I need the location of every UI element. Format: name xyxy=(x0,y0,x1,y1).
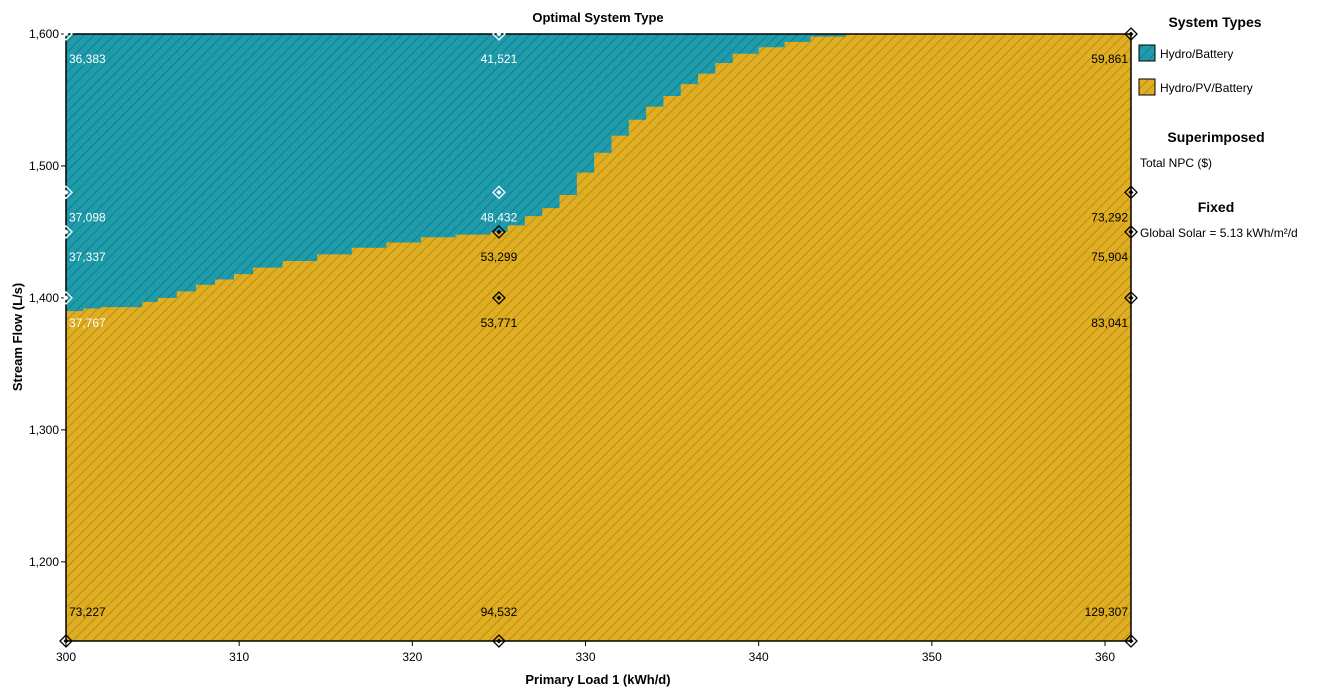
sensitivity-point-center xyxy=(496,229,502,235)
npc-value-label: 37,337 xyxy=(69,250,106,264)
y-tick-label: 1,300 xyxy=(29,423,59,437)
npc-value-label: 53,299 xyxy=(481,250,518,264)
legend-fixed-value: Global Solar = 5.13 kWh/m²/d xyxy=(1140,226,1298,240)
y-axis-title: Stream Flow (L/s) xyxy=(10,283,25,391)
x-axis: 300 310 320 330 340 350 360 xyxy=(56,641,1115,664)
sensitivity-points: 36,383 41,521 59,861 37,098 48,432 73,292 37,3… xyxy=(59,27,1138,648)
y-tick-label: 1,600 xyxy=(29,27,59,41)
sensitivity-point-center xyxy=(1128,31,1134,37)
legend-label-hydro-pv-battery: Hydro/PV/Battery xyxy=(1160,81,1253,95)
x-tick-label: 320 xyxy=(402,650,422,664)
sensitivity-point-center xyxy=(1128,295,1134,301)
x-tick-label: 310 xyxy=(229,650,249,664)
y-tick-label: 1,500 xyxy=(29,159,59,173)
npc-value-label: 59,861 xyxy=(1091,52,1128,66)
npc-value-label: 37,098 xyxy=(69,210,106,224)
legend-fixed-title: Fixed xyxy=(1198,199,1235,215)
sensitivity-point-center xyxy=(496,31,502,37)
y-tick-label: 1,200 xyxy=(29,555,59,569)
sensitivity-point-center xyxy=(63,31,69,37)
sensitivity-point-marker xyxy=(59,225,73,239)
npc-value-label: 94,532 xyxy=(481,605,518,619)
npc-value-label: 75,904 xyxy=(1091,250,1128,264)
x-tick-label: 300 xyxy=(56,650,76,664)
sensitivity-point-center xyxy=(63,189,69,195)
sensitivity-point-marker xyxy=(1124,225,1138,239)
region-hydro-battery xyxy=(66,34,846,312)
npc-value-label: 53,771 xyxy=(481,316,518,330)
npc-value-label: 41,521 xyxy=(481,52,518,66)
sensitivity-point-marker xyxy=(1124,27,1138,41)
sensitivity-point-marker xyxy=(59,185,73,200)
sensitivity-point-marker xyxy=(492,27,506,41)
sensitivity-point-marker xyxy=(59,27,73,41)
legend-superimposed-title: Superimposed xyxy=(1167,129,1264,145)
npc-value-label: 129,307 xyxy=(1085,605,1129,619)
sensitivity-point-center xyxy=(1128,229,1134,235)
y-tick-label: 1,400 xyxy=(29,291,59,305)
legend-label-hydro-battery: Hydro/Battery xyxy=(1160,47,1233,61)
npc-value-label: 37,767 xyxy=(69,316,106,330)
sensitivity-point-marker xyxy=(1124,185,1138,200)
sensitivity-point-marker xyxy=(59,634,73,648)
sensitivity-point-marker xyxy=(59,290,73,305)
npc-value-label: 73,292 xyxy=(1091,210,1128,224)
x-tick-label: 360 xyxy=(1095,650,1115,664)
legend-swatch-hydro-battery xyxy=(1138,44,1156,62)
sensitivity-point-center xyxy=(63,638,69,644)
legend: System Types Hydro/Battery Hydro/PV/Batt… xyxy=(1138,14,1298,240)
npc-value-label: 36,383 xyxy=(69,52,106,66)
plot-area xyxy=(65,33,1132,642)
legend-superimposed-value: Total NPC ($) xyxy=(1140,156,1212,170)
legend-swatch-hydro-pv-battery xyxy=(1138,78,1156,96)
sensitivity-point-marker xyxy=(492,290,506,305)
y-axis: 1,200 1,300 1,400 1,500 1,600 xyxy=(29,27,66,569)
sensitivity-point-center xyxy=(1128,189,1134,195)
sensitivity-point-center xyxy=(496,189,502,195)
x-tick-label: 350 xyxy=(922,650,942,664)
sensitivity-point-marker xyxy=(1124,290,1138,305)
sensitivity-point-center xyxy=(496,638,502,644)
npc-value-label: 83,041 xyxy=(1091,316,1128,330)
sensitivity-point-center xyxy=(63,229,69,235)
sensitivity-point-marker xyxy=(1124,634,1138,648)
chart-title: Optimal System Type xyxy=(532,10,663,25)
sensitivity-point-marker xyxy=(492,634,506,648)
npc-value-label: 48,432 xyxy=(481,210,518,224)
plot-frame xyxy=(65,33,1132,642)
x-tick-label: 340 xyxy=(749,650,769,664)
npc-value-label: 73,227 xyxy=(69,605,106,619)
legend-system-types-title: System Types xyxy=(1168,14,1261,30)
x-axis-title: Primary Load 1 (kWh/d) xyxy=(525,672,670,687)
sensitivity-point-marker xyxy=(492,225,506,239)
sensitivity-point-center xyxy=(496,295,502,301)
x-tick-label: 330 xyxy=(575,650,595,664)
sensitivity-point-center xyxy=(1128,638,1134,644)
sensitivity-point-marker xyxy=(492,185,506,200)
sensitivity-point-center xyxy=(63,295,69,301)
